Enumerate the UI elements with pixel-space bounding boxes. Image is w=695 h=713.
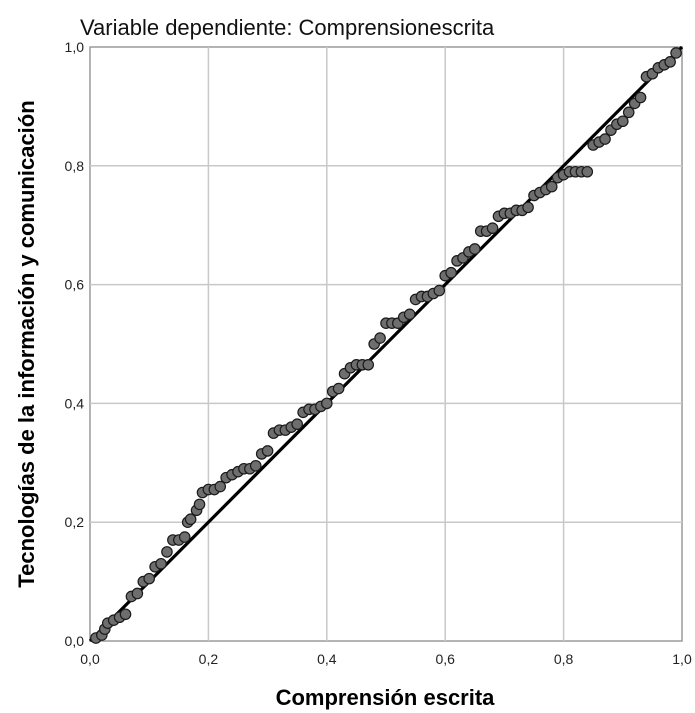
x-axis-title: Comprensión escrita <box>276 685 496 710</box>
data-point <box>403 308 416 321</box>
data-point <box>374 332 386 344</box>
data-point <box>522 201 534 214</box>
y-tick-label: 1,0 <box>65 39 85 55</box>
data-point <box>214 480 227 493</box>
data-point <box>468 243 481 255</box>
data-point <box>249 459 262 472</box>
x-tick-label: 0,8 <box>554 651 574 667</box>
tick-labels: 0,0 0,2 0,4 0,6 0,8 1,0 0,0 0,2 0,4 0,6 0,8 1,0 <box>65 39 692 667</box>
data-point <box>291 418 303 430</box>
x-tick-label: 0,4 <box>317 651 337 667</box>
data-point <box>184 513 197 526</box>
data-point <box>119 608 132 621</box>
data-point <box>320 397 333 410</box>
data-point <box>178 531 191 543</box>
x-tick-label: 0,0 <box>80 651 100 667</box>
y-tick-label: 0,8 <box>65 158 85 174</box>
y-axis-title: Tecnologías de la información y comunica… <box>14 100 39 587</box>
data-point <box>143 572 155 585</box>
x-tick-label: 0,6 <box>435 651 455 667</box>
x-tick-label: 0,2 <box>199 651 219 667</box>
data-point <box>545 180 558 193</box>
data-point <box>622 106 635 119</box>
chart-title: Variable dependiente: Comprensionescrita <box>80 15 495 40</box>
data-point <box>616 115 629 128</box>
data-point <box>332 382 345 395</box>
x-tick-label: 1,0 <box>672 651 692 667</box>
reference-line <box>88 45 684 643</box>
data-point <box>581 165 594 178</box>
data-points <box>90 47 682 644</box>
y-tick-label: 0,6 <box>65 277 85 293</box>
data-point <box>261 445 274 457</box>
y-tick-label: 0,4 <box>65 395 85 411</box>
data-point <box>362 358 375 371</box>
data-point <box>664 56 676 68</box>
data-point <box>634 91 647 104</box>
data-point <box>155 557 167 570</box>
data-point <box>193 498 206 511</box>
data-point <box>486 222 499 234</box>
y-tick-label: 0,2 <box>65 514 85 530</box>
data-point <box>161 546 173 558</box>
data-point <box>670 47 682 59</box>
data-point <box>433 284 446 297</box>
y-tick-label: 0,0 <box>65 633 85 649</box>
data-point <box>445 266 457 279</box>
data-point <box>599 133 611 145</box>
data-point <box>131 587 144 600</box>
